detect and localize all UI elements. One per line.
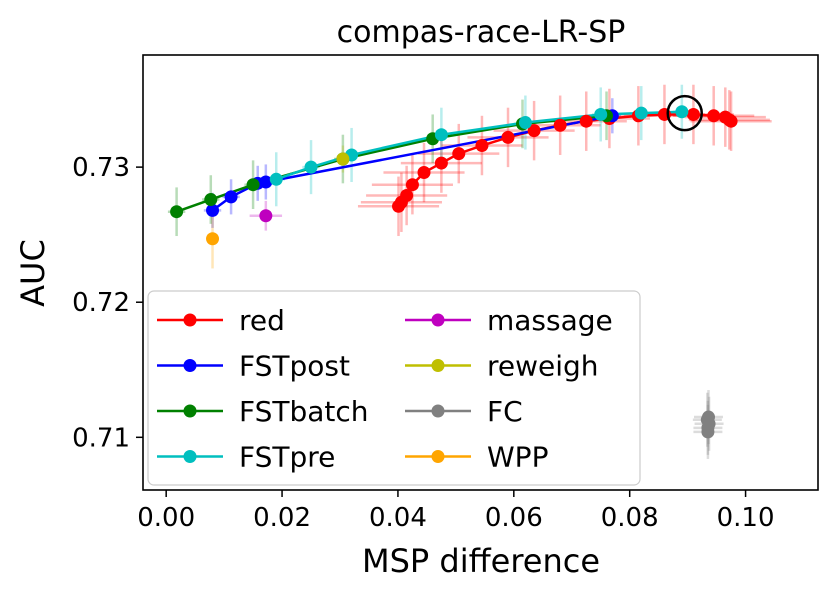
red-point: [686, 107, 700, 121]
y-axis-title: AUC: [14, 239, 52, 307]
fstpost-point: [224, 190, 238, 204]
chart-title: compas-race-LR-SP: [337, 15, 626, 50]
red-point: [501, 130, 515, 144]
red-point: [434, 156, 448, 170]
x-axis-title: MSP difference: [362, 542, 600, 580]
legend-marker-fstpre: [183, 450, 197, 463]
red-point: [579, 114, 593, 128]
legend-box: [147, 290, 641, 486]
red-point: [417, 166, 431, 180]
fstpre-point: [518, 116, 532, 130]
legend-marker-red: [183, 313, 197, 327]
fstpre-point: [634, 106, 648, 120]
legend-label-massage: massage: [487, 304, 613, 337]
y-axis-ticks: 0.71 0.72 0.73: [72, 153, 143, 453]
red-point: [400, 188, 414, 202]
legend-label-wpp: WPP: [487, 441, 548, 474]
x-tick-label: 0.06: [485, 503, 543, 533]
legend-marker-fstpost: [183, 359, 197, 372]
fc-point: [701, 410, 715, 424]
massage-point: [259, 209, 273, 223]
fstpre-point: [269, 172, 283, 186]
legend-marker-massage: [431, 313, 445, 327]
red-point: [475, 139, 489, 153]
wpp-point: [206, 232, 220, 246]
red-point: [724, 114, 738, 128]
legend-label-red: red: [239, 304, 285, 337]
legend-label-fstbatch: FSTbatch: [239, 395, 369, 428]
legend-marker-reweigh: [431, 359, 445, 372]
fstbatch-point: [246, 178, 260, 192]
series-markers: [170, 105, 738, 439]
x-axis-ticks: 0.00 0.02 0.04 0.06 0.08 0.10: [137, 490, 775, 533]
legend-marker-fstbatch: [183, 404, 197, 418]
red-point: [527, 124, 541, 138]
legend: red FSTpost FSTbatch FSTpre massage reweigh FC…: [147, 290, 641, 486]
fstpre-point: [675, 105, 689, 119]
fstpre-point: [594, 107, 608, 121]
legend-label-reweigh: reweigh: [487, 350, 599, 383]
legend-label-fstpre: FSTpre: [239, 441, 335, 474]
plot-area-frame: [142, 54, 819, 491]
fstpost-point: [206, 203, 220, 217]
legend-marker-wpp: [431, 450, 445, 463]
fstpost-point: [259, 175, 273, 189]
y-tick-label: 0.73: [72, 153, 130, 183]
legend-label-fc: FC: [487, 395, 523, 428]
highlight-circle: [666, 94, 703, 132]
x-tick-label: 0.02: [253, 503, 311, 533]
y-tick-label: 0.71: [72, 423, 130, 453]
red-point: [707, 109, 721, 123]
fstpre-point: [304, 160, 318, 174]
red-point: [553, 118, 567, 132]
x-tick-label: 0.04: [369, 503, 427, 533]
legend-marker-fc: [431, 404, 445, 418]
legend-label-fstpost: FSTpost: [239, 350, 350, 383]
fstpre-point: [434, 128, 448, 142]
red-point: [452, 147, 466, 161]
fstbatch-point: [204, 193, 218, 207]
red-point: [405, 178, 419, 192]
x-tick-label: 0.08: [601, 503, 659, 533]
x-tick-label: 0.10: [717, 503, 775, 533]
x-tick-label: 0.00: [137, 503, 195, 533]
y-tick-label: 0.72: [72, 288, 130, 318]
reweigh-point: [336, 152, 350, 166]
series-lines: [176, 110, 732, 213]
fstbatch-point: [170, 205, 184, 219]
